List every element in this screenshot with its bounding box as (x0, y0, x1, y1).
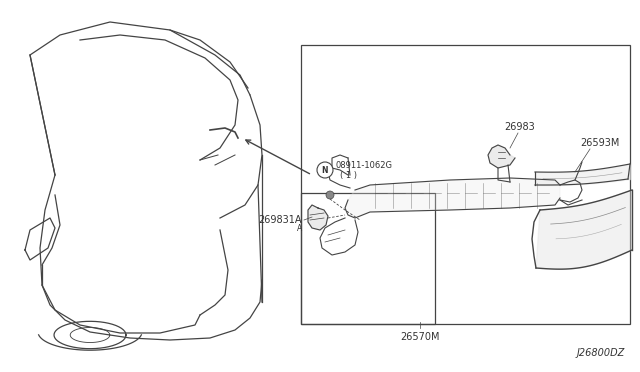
Bar (301, 193, 435, 324)
Text: N: N (322, 166, 328, 174)
Text: 08911-1062G: 08911-1062G (335, 160, 392, 170)
Polygon shape (345, 178, 560, 218)
Text: ( 1 ): ( 1 ) (340, 170, 357, 180)
Text: 26570M: 26570M (400, 332, 440, 342)
Circle shape (317, 162, 333, 178)
Polygon shape (308, 205, 328, 230)
Text: 269831A: 269831A (259, 215, 302, 225)
Bar (301, 45, 630, 324)
Text: 26983: 26983 (504, 122, 535, 132)
Circle shape (326, 191, 334, 199)
Text: A: A (297, 224, 302, 232)
Polygon shape (488, 145, 515, 168)
Text: 26593M: 26593M (580, 138, 620, 148)
Polygon shape (536, 190, 632, 269)
Text: J26800DZ: J26800DZ (577, 348, 625, 358)
